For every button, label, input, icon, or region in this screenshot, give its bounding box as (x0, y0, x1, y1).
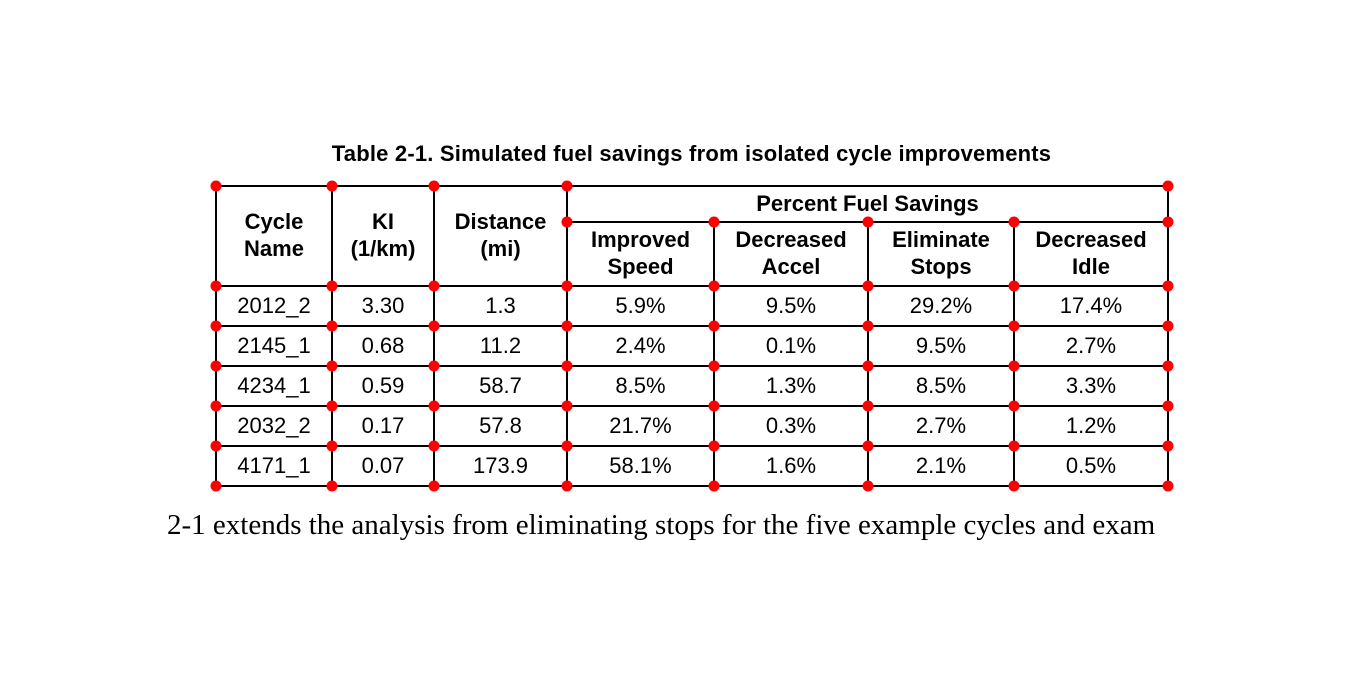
header-row-sub: Improved Speed Decreased Accel Eliminate… (216, 221, 1169, 287)
table-cell: 0.3% (713, 405, 869, 447)
table-cell: 0.07 (331, 445, 435, 487)
table-cell: 2.7% (867, 405, 1015, 447)
table-cell: 58.7 (433, 365, 568, 407)
table-cell: 0.5% (1013, 445, 1169, 487)
header-row-top: Cycle Name KI (1/km) Distance (mi) Perce… (215, 185, 1169, 287)
fuel-savings-table: Cycle Name KI (1/km) Distance (mi) Perce… (215, 185, 1169, 487)
column-group-header-percent-fuel-savings: Percent Fuel Savings (566, 185, 1169, 223)
table-cell: 21.7% (566, 405, 715, 447)
table-cell: 8.5% (566, 365, 715, 407)
table-cell: 0.17 (331, 405, 435, 447)
table-cell: 1.2% (1013, 405, 1169, 447)
table-row: 2032_2 0.17 57.8 21.7% 0.3% 2.7% 1.2% (215, 405, 1169, 447)
table-cell: 2.1% (867, 445, 1015, 487)
column-header-eliminate-stops: Eliminate Stops (867, 221, 1015, 287)
column-header-improved-speed: Improved Speed (566, 221, 715, 287)
table-cell: 58.1% (566, 445, 715, 487)
table-cell: 2032_2 (215, 405, 333, 447)
table-cell: 0.59 (331, 365, 435, 407)
column-header-ki: KI (1/km) (331, 185, 435, 287)
table-cell: 11.2 (433, 325, 568, 367)
column-header-cycle-name: Cycle Name (215, 185, 333, 287)
table-cell: 8.5% (867, 365, 1015, 407)
table-row: 2012_2 3.30 1.3 5.9% 9.5% 29.2% 17.4% (215, 285, 1169, 327)
table-cell: 173.9 (433, 445, 568, 487)
table-cell: 2.4% (566, 325, 715, 367)
table-cell: 2.7% (1013, 325, 1169, 367)
table-cell: 4171_1 (215, 445, 333, 487)
table-cell: 3.3% (1013, 365, 1169, 407)
table-cell: 57.8 (433, 405, 568, 447)
table-caption: Table 2-1. Simulated fuel savings from i… (331, 141, 1052, 166)
table-cell: 4234_1 (215, 365, 333, 407)
table-cell: 1.3% (713, 365, 869, 407)
table-cell: 5.9% (566, 285, 715, 327)
table-cell: 0.68 (331, 325, 435, 367)
table-cell: 2145_1 (215, 325, 333, 367)
table-cell: 0.1% (713, 325, 869, 367)
table-cell: 9.5% (867, 325, 1015, 367)
table-cell: 17.4% (1013, 285, 1169, 327)
column-header-decreased-idle: Decreased Idle (1013, 221, 1169, 287)
table-cell: 9.5% (713, 285, 869, 327)
table-cell: 29.2% (867, 285, 1015, 327)
body-paragraph: 2-1 extends the analysis from eliminatin… (167, 509, 1156, 541)
table-cell: 3.30 (331, 285, 435, 327)
column-header-decreased-accel: Decreased Accel (713, 221, 869, 287)
table-row: 2145_1 0.68 11.2 2.4% 0.1% 9.5% 2.7% (215, 325, 1169, 367)
table-row: 4234_1 0.59 58.7 8.5% 1.3% 8.5% 3.3% (215, 365, 1169, 407)
table-cell: 1.6% (713, 445, 869, 487)
table-cell: 2012_2 (215, 285, 333, 327)
table-cell: 1.3 (433, 285, 568, 327)
column-header-distance: Distance (mi) (433, 185, 568, 287)
table-row: 4171_1 0.07 173.9 58.1% 1.6% 2.1% 0.5% (215, 445, 1169, 487)
